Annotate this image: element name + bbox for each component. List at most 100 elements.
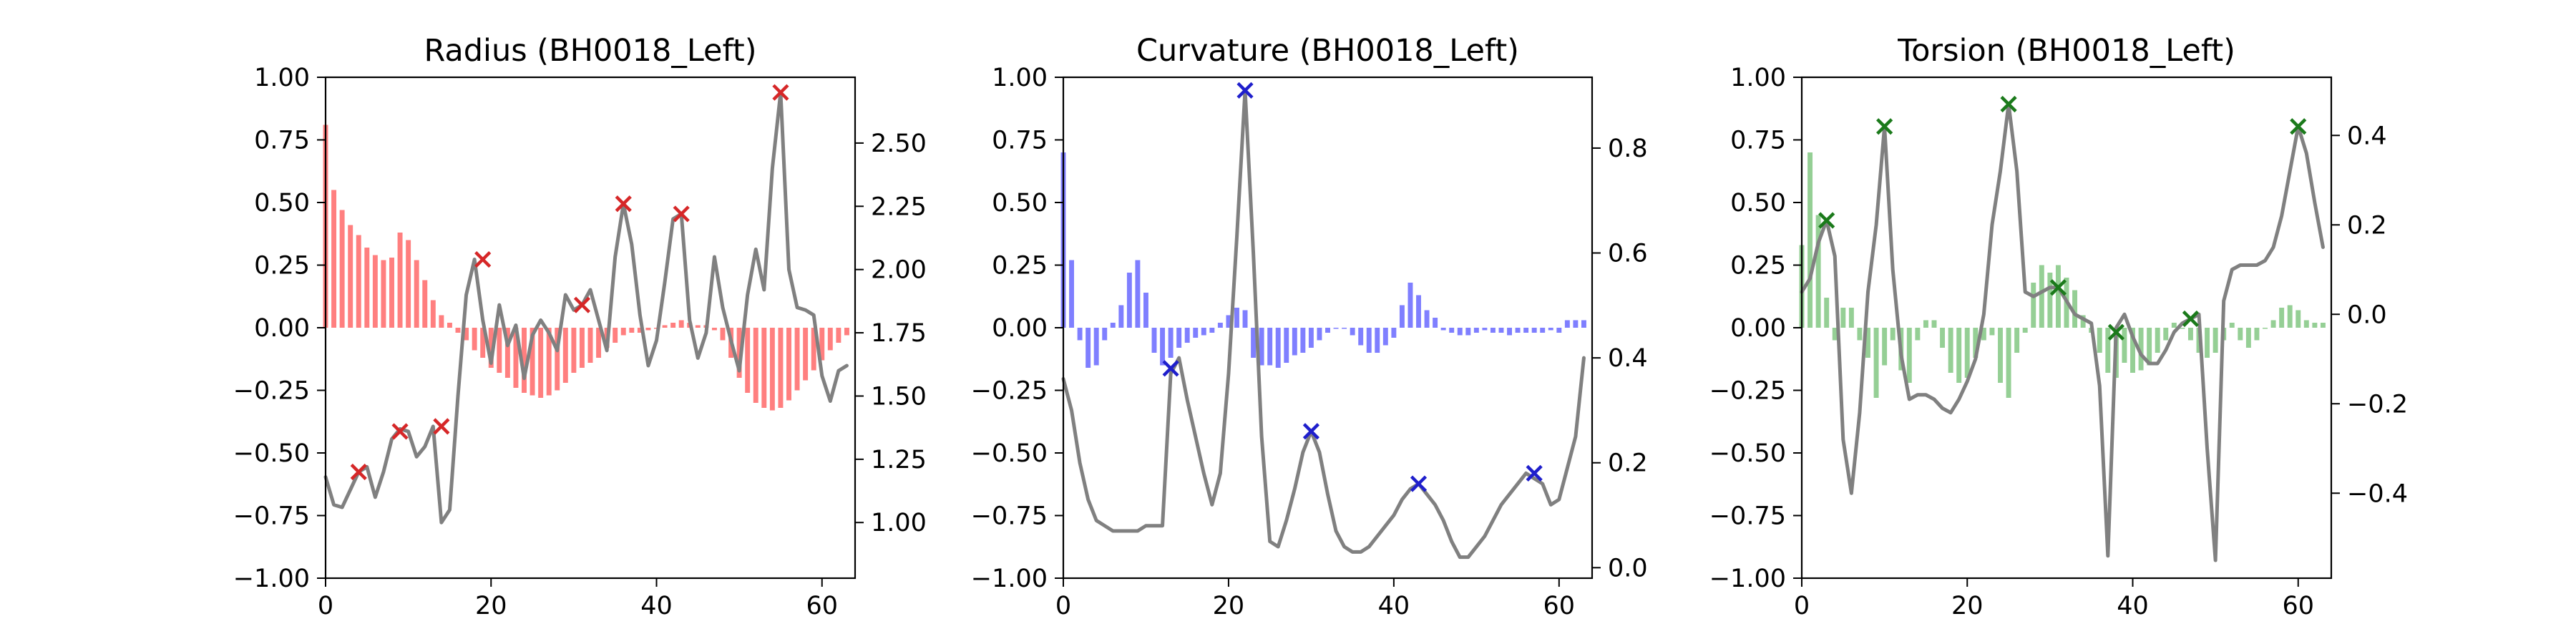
bar <box>662 325 668 328</box>
bar <box>1118 305 1124 328</box>
bar <box>579 328 585 368</box>
bar <box>1184 328 1190 343</box>
x-tick-label: 0 <box>1055 592 1071 620</box>
bar <box>1267 328 1273 366</box>
peak-marker <box>2290 118 2307 135</box>
bar <box>1807 152 1813 328</box>
bar <box>504 328 510 378</box>
bar <box>1382 328 1388 346</box>
bar <box>464 328 469 341</box>
bar <box>2122 328 2127 363</box>
bar <box>2245 328 2251 348</box>
peak-marker <box>1236 82 1254 99</box>
bar <box>1093 328 1099 366</box>
bar <box>1242 310 1248 328</box>
bar <box>1573 320 1579 328</box>
x-tick-label: 60 <box>806 592 838 620</box>
bar <box>1465 328 1471 336</box>
y-tick-label-right: 0.2 <box>2347 211 2387 240</box>
bar <box>1342 328 1347 329</box>
chart-title: Radius (BH0018_Left) <box>424 33 756 69</box>
chart-panel: Radius (BH0018_Left) 0 20 40 60 −1.00 −0.75 −0.… <box>233 33 927 620</box>
y-tick-label: −0.50 <box>233 439 310 468</box>
bar <box>2312 323 2318 328</box>
bar <box>546 328 552 396</box>
bar <box>1176 328 1182 348</box>
bar <box>1940 328 1946 348</box>
bar <box>1556 328 1562 333</box>
y-tick-label: 0.75 <box>1730 127 1786 155</box>
bar <box>1848 308 1854 328</box>
bar <box>1292 328 1297 356</box>
x-tick-label: 20 <box>1213 592 1245 620</box>
x-tick-label: 60 <box>1543 592 1576 620</box>
peak-marker <box>573 296 591 313</box>
bar <box>1168 328 1174 358</box>
bar <box>2138 328 2144 371</box>
bar <box>1416 295 1421 328</box>
bar <box>1126 273 1132 328</box>
y-tick-label: −0.25 <box>233 377 310 406</box>
series-line <box>1800 102 2325 562</box>
peak-marker <box>474 250 492 268</box>
y-tick-label: −0.50 <box>1709 439 1786 468</box>
y-tick-label-right: 2.25 <box>871 192 927 221</box>
bar <box>1160 328 1166 366</box>
bar <box>2287 305 2293 328</box>
bar <box>2303 320 2309 328</box>
bar <box>711 328 717 331</box>
bar <box>2270 320 2276 328</box>
bar <box>1840 308 1846 328</box>
bar <box>1857 328 1863 341</box>
y-tick-label-right: −0.4 <box>2347 479 2408 508</box>
peak-marker <box>615 195 632 213</box>
bar <box>1473 328 1479 333</box>
y-tick-label: 0.00 <box>1730 314 1786 343</box>
bar <box>2039 265 2044 328</box>
y-tick-label-right: 2.00 <box>871 256 927 285</box>
x-tick-label: 40 <box>640 592 673 620</box>
bar <box>1956 328 1962 383</box>
bar <box>1581 320 1586 328</box>
peak-marker <box>1162 360 1179 377</box>
bar <box>1275 328 1281 368</box>
bar <box>844 328 849 336</box>
bar <box>778 328 784 408</box>
bar <box>2205 328 2210 358</box>
bar <box>1317 328 1322 341</box>
bar <box>381 260 386 328</box>
bar <box>331 190 337 328</box>
peak-marker <box>673 205 690 223</box>
bar <box>819 328 825 361</box>
peak-marker <box>1818 212 1835 229</box>
bar <box>596 328 602 358</box>
bar <box>1548 328 1553 331</box>
x-tick-label: 40 <box>1378 592 1410 620</box>
bar <box>488 328 494 368</box>
bar <box>1366 328 1372 353</box>
bar <box>372 255 378 328</box>
bar <box>1102 328 1108 341</box>
y-tick-label: −0.25 <box>1709 377 1786 406</box>
x-tick-label: 20 <box>475 592 507 620</box>
y-tick-label-right: 0.4 <box>1608 344 1648 373</box>
bar <box>1515 328 1521 333</box>
bar <box>1865 328 1870 358</box>
bar <box>1449 328 1455 333</box>
bar <box>530 328 535 396</box>
bar <box>2097 328 2102 353</box>
y-tick-label: −0.75 <box>233 502 310 531</box>
x-tick-label: 0 <box>318 592 333 620</box>
chart-title: Curvature (BH0018_Left) <box>1136 33 1519 69</box>
y-tick-label-right: 0.6 <box>1608 240 1648 268</box>
y-tick-label-right: 0.0 <box>1608 554 1648 582</box>
bar <box>1989 328 1995 336</box>
y-tick-label: −0.50 <box>971 439 1048 468</box>
bar <box>513 328 519 388</box>
bar <box>1069 260 1075 328</box>
bar <box>1358 328 1364 346</box>
bar <box>2212 328 2218 353</box>
bar <box>2105 328 2111 373</box>
bar <box>1151 328 1157 353</box>
